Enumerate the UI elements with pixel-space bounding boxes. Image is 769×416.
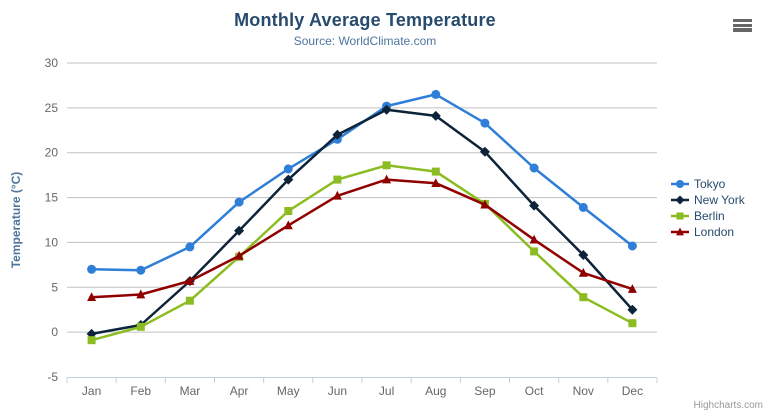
data-point-new-york-dec[interactable]	[627, 304, 638, 315]
circle-marker-icon	[671, 180, 689, 188]
y-axis-label: -5	[47, 370, 58, 384]
series-line-tokyo	[90, 93, 634, 272]
square-marker-icon	[671, 212, 689, 220]
triangle-glyph	[676, 227, 684, 236]
circle-glyph	[676, 180, 684, 188]
data-point-berlin-nov[interactable]	[579, 293, 588, 302]
y-axis-label: 0	[51, 325, 58, 339]
data-point-london-feb[interactable]	[136, 289, 146, 299]
data-point-new-york-apr[interactable]	[234, 225, 245, 236]
data-point-berlin-jan[interactable]	[87, 336, 96, 345]
hamburger-icon	[732, 18, 752, 32]
legend-item-label: Tokyo	[694, 177, 726, 191]
x-axis-label: Jun	[328, 384, 347, 398]
data-point-new-york-may[interactable]	[283, 174, 294, 185]
triangle-marker-icon	[671, 227, 689, 236]
data-point-tokyo-feb[interactable]	[136, 265, 146, 275]
legend-item-new-york[interactable]: New York	[671, 192, 745, 208]
data-point-london-aug[interactable]	[431, 178, 441, 188]
x-axis-label: Mar	[180, 384, 201, 398]
series-line-berlin	[90, 164, 634, 342]
x-axis-label: Dec	[622, 384, 643, 398]
legend: Tokyo New York Berlin London	[671, 176, 745, 240]
data-point-berlin-jul[interactable]	[382, 161, 391, 170]
data-point-london-oct[interactable]	[529, 234, 539, 244]
square-glyph	[676, 212, 684, 220]
data-point-tokyo-dec[interactable]	[627, 241, 637, 251]
data-point-new-york-nov[interactable]	[578, 250, 589, 260]
data-point-tokyo-sep[interactable]	[480, 118, 490, 128]
x-axis-label: May	[277, 384, 300, 398]
y-axis-label: 20	[45, 146, 59, 160]
data-point-london-nov[interactable]	[578, 267, 588, 277]
y-axis-label: 15	[45, 191, 59, 205]
data-point-berlin-oct[interactable]	[530, 247, 539, 256]
data-point-london-dec[interactable]	[627, 284, 637, 293]
y-axis-label: 10	[45, 235, 59, 249]
data-point-london-may[interactable]	[283, 220, 293, 230]
data-point-berlin-aug[interactable]	[431, 167, 440, 176]
x-axis-label: Nov	[573, 384, 594, 398]
context-menu-button[interactable]	[730, 17, 754, 35]
diamond-marker-icon	[671, 195, 689, 205]
data-point-new-york-jul[interactable]	[381, 104, 392, 115]
data-point-tokyo-mar[interactable]	[185, 242, 195, 252]
data-point-tokyo-may[interactable]	[283, 164, 293, 174]
data-point-new-york-oct[interactable]	[529, 200, 540, 211]
series-line-london	[90, 178, 634, 299]
data-point-berlin-mar[interactable]	[185, 296, 194, 305]
data-point-tokyo-oct[interactable]	[529, 163, 539, 173]
data-point-new-york-sep[interactable]	[479, 146, 490, 157]
legend-item-tokyo[interactable]: Tokyo	[671, 176, 745, 192]
legend-item-london[interactable]: London	[671, 224, 745, 240]
x-axis-label: Oct	[525, 384, 544, 398]
chart-subtitle: Source: WorldClimate.com	[293, 34, 437, 48]
diamond-glyph	[675, 195, 685, 205]
data-point-tokyo-apr[interactable]	[234, 197, 244, 207]
x-axis-label: Sep	[474, 384, 496, 398]
data-point-tokyo-aug[interactable]	[431, 89, 441, 99]
x-axis-label: Jul	[379, 384, 394, 398]
legend-item-label: New York	[694, 193, 745, 207]
y-axis-label: 30	[45, 56, 59, 70]
y-axis-label: 25	[45, 101, 59, 115]
data-point-new-york-jun[interactable]	[332, 129, 343, 140]
data-point-london-jun[interactable]	[332, 190, 342, 200]
data-point-london-mar[interactable]	[185, 276, 195, 285]
data-point-london-jan[interactable]	[87, 292, 97, 302]
data-point-tokyo-jan[interactable]	[87, 264, 97, 274]
legend-item-label: Berlin	[694, 209, 725, 223]
data-point-london-jul[interactable]	[382, 174, 392, 184]
data-point-tokyo-nov[interactable]	[578, 202, 588, 212]
data-point-berlin-jun[interactable]	[333, 175, 342, 184]
series-line-new-york	[90, 108, 634, 336]
legend-item-label: London	[694, 225, 735, 239]
data-point-london-apr[interactable]	[234, 250, 244, 260]
x-axis-label: Apr	[230, 384, 249, 398]
data-point-berlin-dec[interactable]	[628, 319, 637, 328]
x-axis-label: Aug	[425, 384, 446, 398]
x-axis-label: Feb	[130, 384, 151, 398]
data-point-new-york-aug[interactable]	[430, 110, 441, 121]
chart-title: Monthly Average Temperature	[234, 10, 496, 30]
data-point-london-sep[interactable]	[480, 199, 490, 209]
x-axis-label: Jan	[82, 384, 101, 398]
data-point-berlin-feb[interactable]	[136, 322, 145, 331]
legend-item-berlin[interactable]: Berlin	[671, 208, 745, 224]
y-axis-label: 5	[51, 280, 58, 294]
credit-link[interactable]: Highcharts.com	[693, 400, 763, 411]
y-axis-title: Temperature (°C)	[9, 172, 23, 269]
data-point-berlin-may[interactable]	[284, 207, 293, 215]
